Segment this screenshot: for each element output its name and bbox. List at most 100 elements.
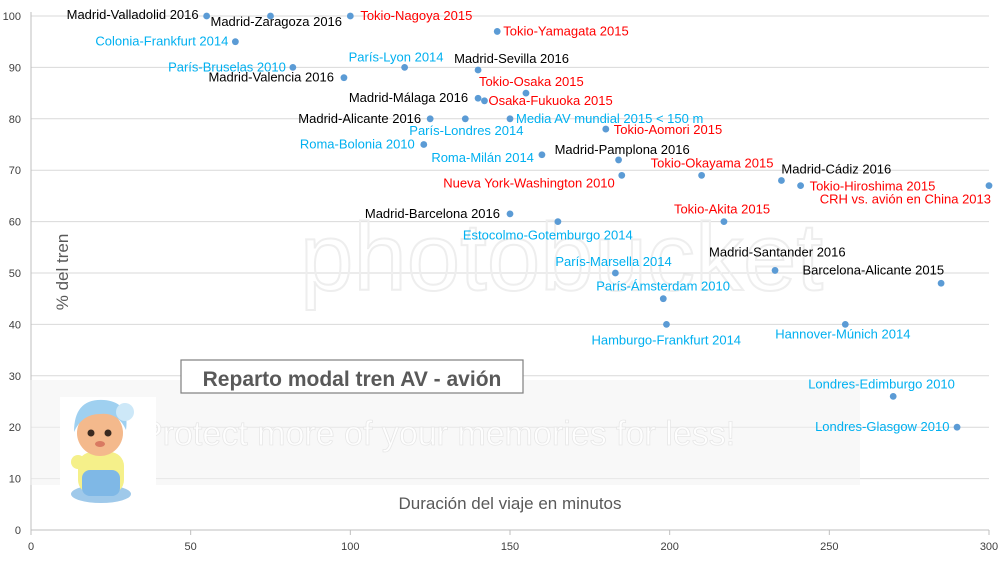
watermark-band (30, 380, 860, 485)
data-label: Tokio-Yamagata 2015 (503, 23, 629, 38)
watermark-band-text: Protect more of your memories for less! (140, 415, 735, 453)
chart-title: Reparto modal tren AV - avión (203, 368, 502, 391)
data-label: CRH vs. avión en China 2013 (820, 192, 991, 207)
data-points (203, 12, 993, 431)
x-tick-label: 300 (980, 541, 998, 553)
tick-labels: 0 10 20 30 40 50 60 70 80 90 100 0 50 100 150 200 250 300 (3, 11, 999, 553)
data-label: Osaka-Fukuoka 2015 (488, 93, 612, 108)
data-label: Madrid-Santander 2016 (709, 244, 846, 259)
data-label: París-Ámsterdam 2010 (596, 279, 730, 294)
y-tick-label: 90 (9, 62, 21, 74)
data-point (506, 115, 514, 123)
data-point (889, 392, 897, 400)
data-point (953, 423, 961, 431)
data-point (615, 156, 622, 164)
y-tick-label: 40 (9, 319, 21, 331)
data-point (698, 171, 705, 179)
data-label: París-Bruselas 2010 (168, 59, 286, 74)
data-point (659, 295, 667, 303)
x-tick-label: 50 (185, 541, 197, 553)
x-tick-label: 0 (28, 541, 34, 553)
data-point (231, 38, 239, 46)
data-label: Londres-Edimburgo 2010 (808, 376, 955, 391)
y-tick-label: 100 (3, 11, 21, 23)
y-tick-label: 30 (9, 371, 21, 383)
data-label: Madrid-Zaragoza 2016 (211, 14, 343, 29)
data-label: Tokio-Aomori 2015 (614, 122, 722, 137)
y-tick-label: 80 (9, 114, 21, 126)
data-label: Madrid-Málaga 2016 (349, 90, 468, 105)
data-point (554, 218, 562, 226)
data-label: Tokio-Hiroshima 2015 (810, 179, 936, 194)
x-tick-label: 200 (660, 541, 678, 553)
data-point (618, 171, 626, 179)
x-tick-label: 250 (820, 541, 838, 553)
data-label: Madrid-Pamplona 2016 (555, 142, 690, 157)
data-point (522, 89, 530, 97)
data-label: Tokio-Akita 2015 (674, 202, 770, 217)
x-axis-title: Duración del viaje en minutos (398, 494, 621, 513)
data-point (611, 269, 619, 277)
data-label: Madrid-Cádiz 2016 (781, 161, 891, 176)
data-label: Hannover-Múnich 2014 (775, 326, 910, 341)
data-point (426, 115, 434, 123)
data-point (797, 182, 804, 190)
data-label: Tokio-Okayama 2015 (651, 155, 774, 170)
data-point (841, 321, 849, 328)
watermark-logo-text: photobucket (300, 204, 823, 311)
y-axis-title: % del tren (53, 234, 72, 311)
data-label: Hamburgo-Frankfurt 2014 (591, 332, 741, 347)
data-point (481, 97, 488, 105)
chart-title-box: Reparto modal tren AV - avión (180, 359, 524, 394)
data-point (340, 74, 348, 82)
data-label: Londres-Glasgow 2010 (815, 419, 949, 434)
data-label: Tokio-Osaka 2015 (479, 74, 584, 89)
y-tick-label: 50 (9, 268, 21, 280)
data-label: Madrid-Sevilla 2016 (454, 51, 569, 66)
data-label: Roma-Milán 2014 (431, 150, 534, 165)
data-label: Madrid-Valladolid 2016 (67, 7, 199, 22)
data-label: Roma-Bolonia 2010 (300, 137, 415, 152)
doll-figurine-icon (60, 397, 156, 509)
y-tick-label: 60 (9, 217, 21, 229)
y-tick-label: 20 (9, 422, 21, 434)
data-point (771, 267, 779, 274)
data-point (663, 321, 670, 328)
data-point (506, 210, 514, 218)
data-point (538, 151, 546, 159)
data-point (778, 177, 785, 184)
data-point (401, 64, 409, 71)
data-label: Tokio-Nagoya 2015 (360, 8, 472, 23)
data-point (346, 12, 354, 20)
data-label: París-Marsella 2014 (555, 254, 671, 269)
data-label: París-Londres 2014 (409, 123, 523, 138)
data-label: Media AV mundial 2015 < 150 m (516, 111, 703, 126)
x-tick-label: 150 (501, 541, 519, 553)
watermark: photobucket Protect more of your memorie… (30, 203, 860, 485)
data-point (474, 94, 482, 102)
x-tick-label: 100 (341, 541, 359, 553)
data-point (474, 66, 482, 74)
y-tick-label: 70 (9, 165, 21, 177)
data-label: Madrid-Valencia 2016 (208, 70, 334, 85)
data-labels: Madrid-Valladolid 2016 Madrid-Zaragoza 20… (67, 7, 991, 434)
data-label: Estocolmo-Gotemburgo 2014 (463, 228, 633, 243)
data-point (937, 279, 945, 287)
data-label: Madrid-Barcelona 2016 (365, 206, 500, 221)
data-point (720, 218, 728, 226)
data-point (289, 64, 297, 71)
data-point (461, 115, 469, 123)
data-label: Madrid-Alicante 2016 (298, 111, 421, 126)
data-point (493, 28, 501, 35)
data-label: Barcelona-Alicante 2015 (802, 262, 944, 277)
data-point (985, 182, 993, 190)
data-label: París-Lyon 2014 (349, 49, 444, 64)
y-tick-label: 10 (9, 474, 21, 486)
data-point (602, 125, 610, 133)
data-point (420, 141, 428, 148)
y-tick-label: 0 (15, 525, 21, 537)
data-label: Nueva York-Washington 2010 (443, 175, 615, 190)
data-point (203, 12, 211, 20)
data-point (267, 12, 274, 20)
